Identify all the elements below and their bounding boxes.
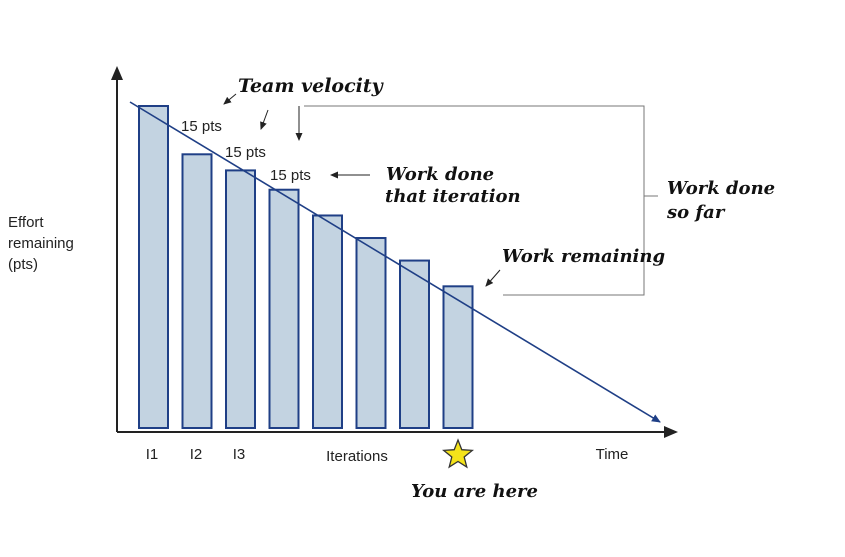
- bar-i4: [268, 188, 300, 429]
- velocity-pointer-2: [260, 109, 269, 130]
- bar-annotation-1: 15 pts: [181, 118, 222, 135]
- bar-i8: [442, 285, 474, 429]
- y-axis-label-line-3: (pts): [8, 256, 38, 273]
- y-axis-arrow-icon: [111, 66, 123, 80]
- note-work-done-so-far-1: Work done: [667, 178, 775, 199]
- tick-label-i3: I3: [233, 446, 246, 463]
- trend-line: [129, 101, 661, 423]
- note-work-remaining: Work remaining: [502, 246, 665, 267]
- y-axis-label-line-2: remaining: [8, 235, 74, 252]
- bar-i3: [225, 169, 256, 429]
- x-axis-arrow-icon: [664, 426, 678, 438]
- bars-group: [138, 105, 474, 430]
- bar-annotation-2: 15 pts: [225, 144, 266, 161]
- bar-i1: [138, 105, 169, 429]
- bar-i2: [181, 153, 213, 430]
- bar-i5: [312, 214, 343, 429]
- note-work-done-iteration-1: Work done: [386, 164, 494, 185]
- y-axis-label: Effort remaining (pts): [8, 212, 98, 275]
- bar-annotation-3: 15 pts: [270, 167, 311, 184]
- note-team-velocity: Team velocity: [238, 75, 385, 97]
- tick-label-i1: I1: [146, 446, 159, 463]
- note-work-done-iteration-2: that iteration: [385, 186, 521, 207]
- note-work-done-so-far-2: so far: [666, 202, 726, 223]
- bar-i7: [399, 259, 430, 429]
- work-remaining-pointer: [485, 269, 501, 287]
- star-icon: [442, 438, 474, 469]
- bar-i6: [355, 237, 387, 429]
- velocity-pointer-1: [223, 93, 237, 105]
- note-you-are-here: You are here: [411, 481, 538, 502]
- x-axis-label: Time: [596, 446, 629, 463]
- tick-label-i2: I2: [190, 446, 203, 463]
- x-center-label: Iterations: [326, 448, 388, 465]
- work-done-bracket: [304, 105, 645, 296]
- y-axis-label-line-1: Effort: [8, 214, 44, 231]
